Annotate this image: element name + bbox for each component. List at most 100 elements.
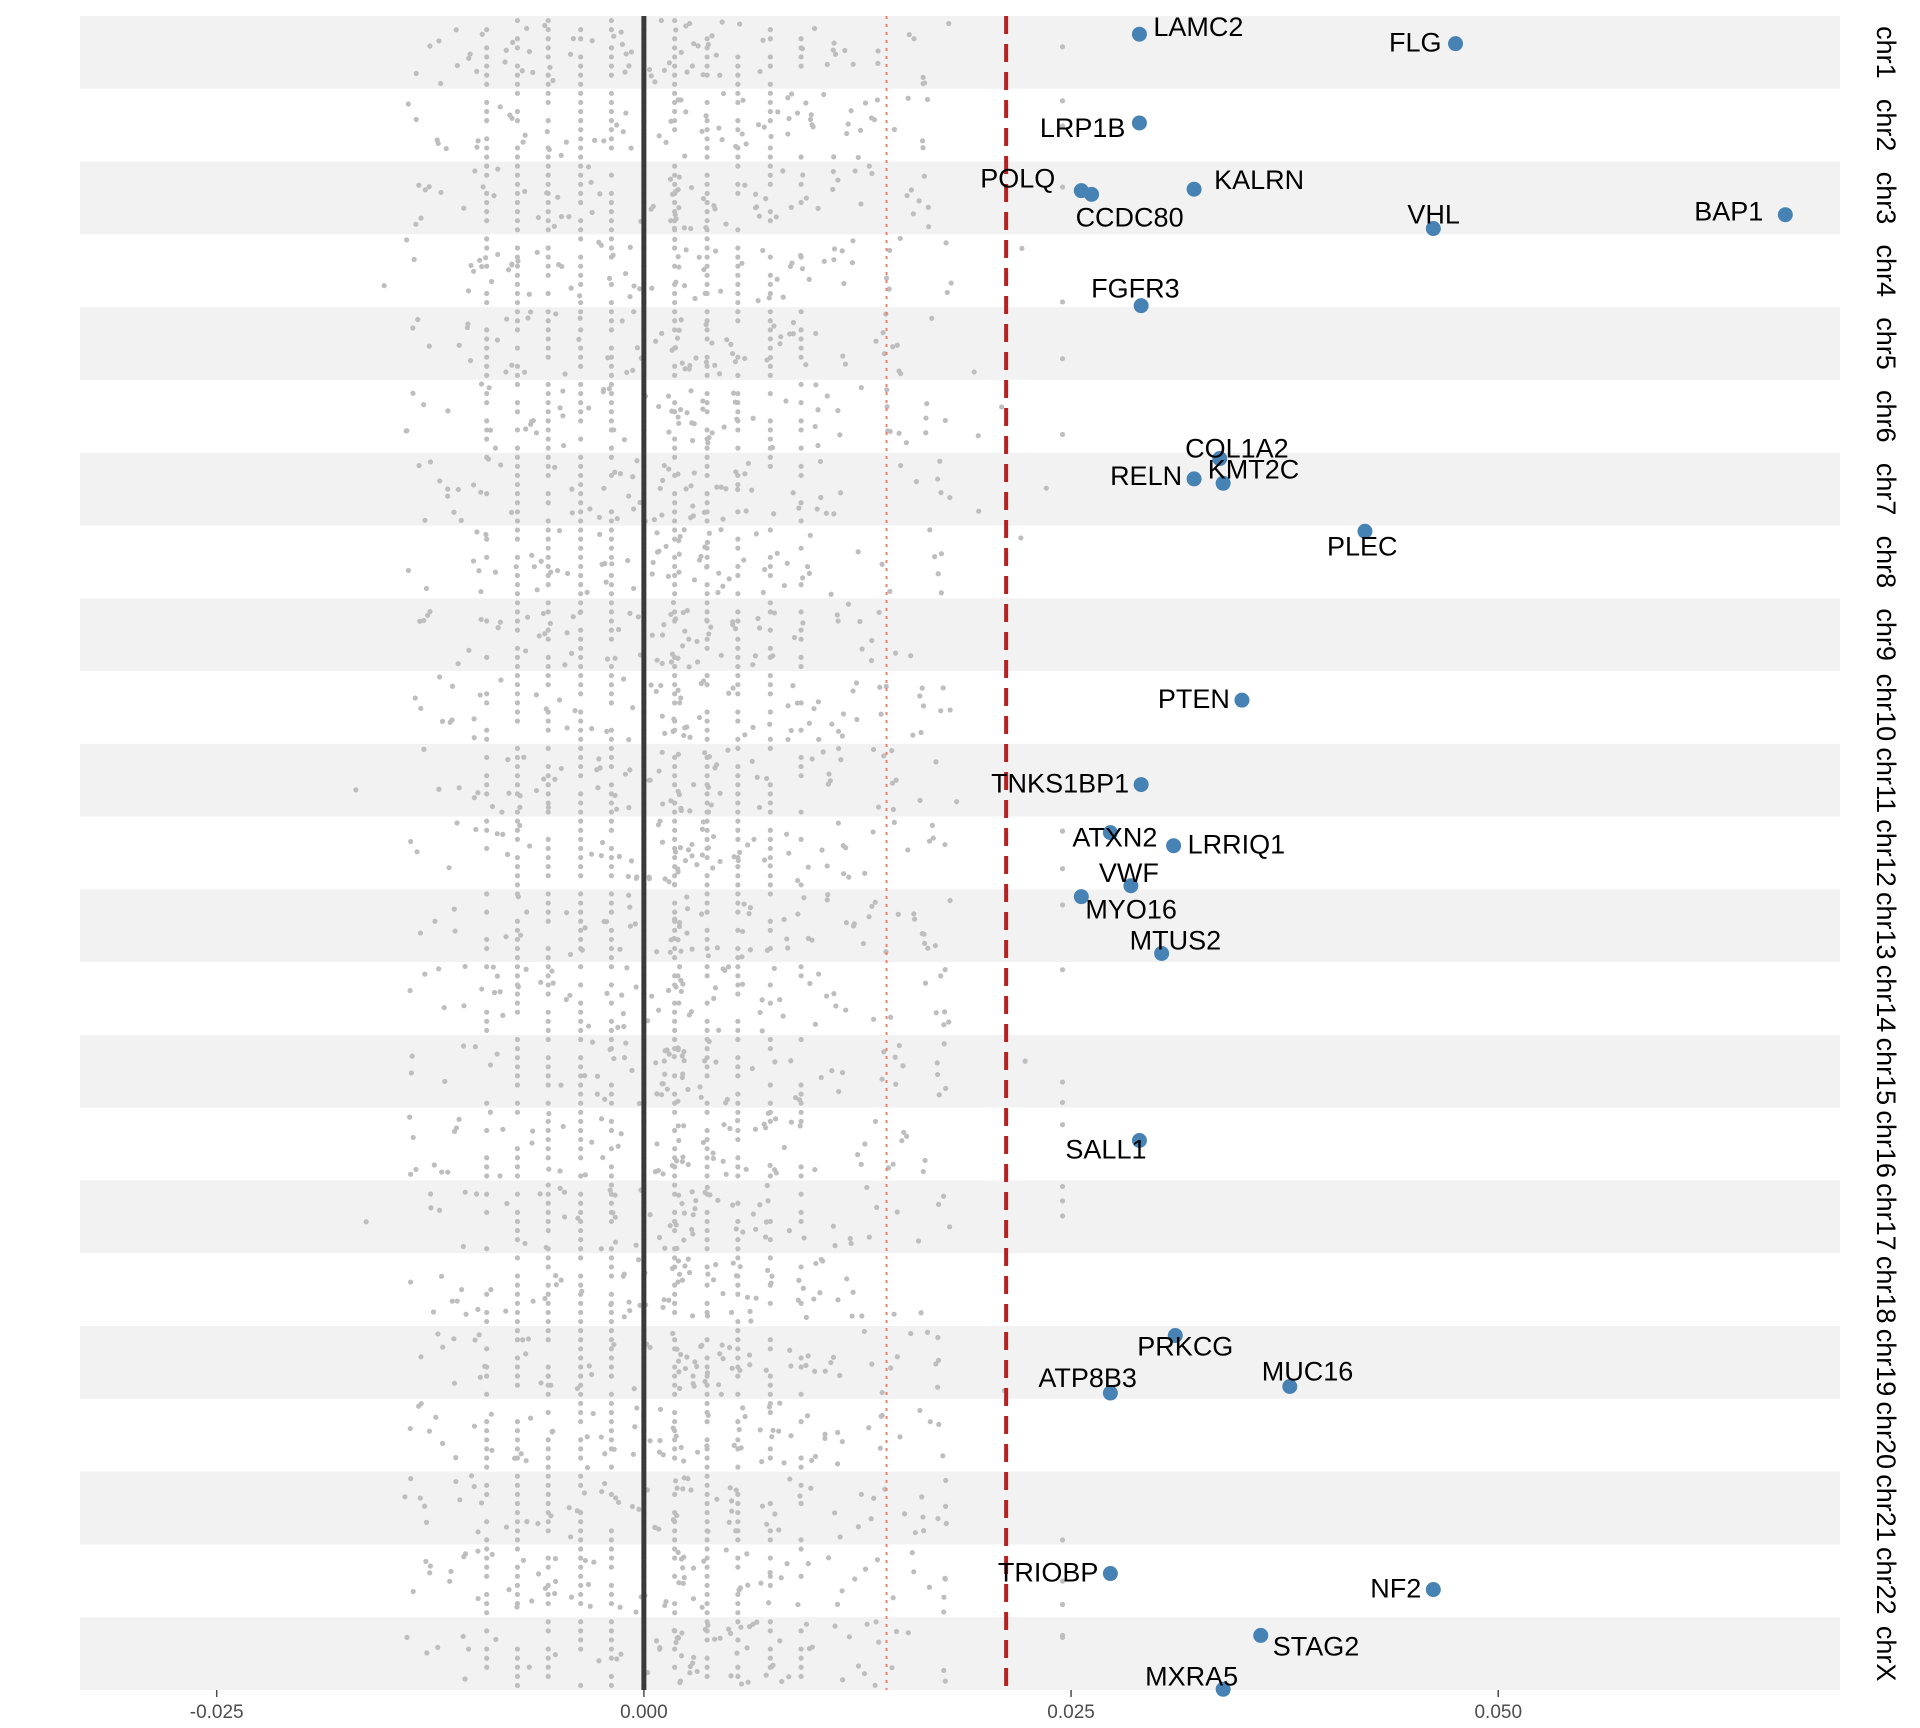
background-point bbox=[735, 982, 741, 988]
background-point bbox=[578, 827, 584, 833]
band-chrX bbox=[80, 1617, 1840, 1690]
background-point bbox=[497, 104, 503, 110]
background-point bbox=[910, 211, 916, 217]
background-point bbox=[721, 424, 727, 430]
chromosome-label-chr21: chr21 bbox=[1871, 1474, 1901, 1542]
background-point bbox=[608, 90, 615, 96]
background-point bbox=[920, 1514, 926, 1520]
background-point bbox=[704, 1664, 710, 1670]
background-point bbox=[680, 981, 686, 987]
background-point bbox=[704, 1655, 710, 1661]
background-point bbox=[514, 363, 521, 369]
background-point bbox=[586, 1363, 592, 1369]
background-point bbox=[673, 1222, 679, 1228]
background-point bbox=[666, 429, 672, 435]
background-point bbox=[504, 316, 510, 322]
background-point bbox=[478, 588, 484, 595]
background-point bbox=[426, 343, 432, 349]
background-point bbox=[672, 17, 678, 24]
background-point bbox=[545, 1328, 551, 1334]
background-point bbox=[497, 989, 503, 995]
background-point bbox=[767, 836, 773, 842]
background-point bbox=[735, 654, 741, 660]
background-point bbox=[627, 904, 633, 910]
background-point bbox=[515, 258, 521, 264]
background-point bbox=[650, 203, 656, 209]
background-point bbox=[699, 826, 706, 832]
background-point bbox=[545, 1027, 551, 1034]
background-point bbox=[545, 81, 551, 87]
background-point bbox=[484, 172, 490, 178]
background-point bbox=[758, 1580, 764, 1586]
background-point bbox=[735, 1337, 741, 1343]
background-point bbox=[672, 1300, 678, 1306]
background-point bbox=[545, 154, 551, 160]
background-point bbox=[714, 762, 720, 768]
background-point bbox=[874, 97, 881, 103]
background-point bbox=[704, 1027, 710, 1034]
background-point bbox=[512, 1455, 518, 1461]
background-point bbox=[625, 557, 631, 564]
background-point bbox=[514, 1046, 521, 1052]
background-point bbox=[704, 1509, 710, 1516]
background-point bbox=[564, 630, 570, 636]
background-point bbox=[665, 393, 672, 399]
background-point bbox=[1059, 1198, 1066, 1204]
background-point bbox=[822, 1368, 828, 1374]
background-point bbox=[608, 1127, 615, 1134]
background-point bbox=[514, 682, 521, 688]
background-point bbox=[484, 736, 490, 742]
background-point bbox=[514, 882, 521, 888]
background-point bbox=[624, 369, 630, 376]
background-point bbox=[458, 517, 464, 524]
background-point bbox=[767, 418, 773, 424]
background-point bbox=[677, 1679, 683, 1686]
background-point bbox=[704, 1537, 710, 1543]
background-point bbox=[704, 1100, 710, 1106]
background-point bbox=[767, 1655, 773, 1661]
background-point bbox=[801, 895, 807, 901]
background-point bbox=[563, 996, 569, 1003]
background-point bbox=[672, 327, 678, 333]
background-point bbox=[1059, 123, 1066, 129]
background-point bbox=[545, 800, 551, 806]
background-point bbox=[725, 1626, 732, 1632]
background-point bbox=[672, 1382, 678, 1388]
background-point bbox=[803, 1621, 810, 1627]
background-point bbox=[821, 258, 827, 264]
background-point bbox=[735, 1018, 741, 1024]
background-point bbox=[427, 459, 434, 465]
background-point bbox=[484, 145, 490, 151]
background-point bbox=[767, 1118, 773, 1124]
background-point bbox=[933, 1361, 939, 1367]
background-point bbox=[484, 427, 490, 433]
background-point bbox=[484, 199, 490, 206]
background-point bbox=[796, 1097, 803, 1103]
background-point bbox=[608, 472, 615, 479]
background-point bbox=[646, 777, 652, 783]
background-point bbox=[691, 470, 697, 476]
background-point bbox=[667, 1223, 673, 1229]
background-point bbox=[735, 1100, 741, 1106]
background-point bbox=[476, 568, 482, 574]
background-point bbox=[514, 964, 521, 970]
background-point bbox=[514, 1682, 521, 1689]
band-chr5 bbox=[80, 307, 1840, 380]
background-point bbox=[706, 530, 712, 536]
background-point bbox=[767, 809, 773, 815]
background-point bbox=[700, 72, 706, 78]
background-point bbox=[854, 716, 860, 723]
background-point bbox=[735, 481, 741, 488]
background-point bbox=[847, 1235, 853, 1242]
background-point bbox=[735, 372, 741, 378]
background-point bbox=[842, 47, 848, 54]
background-point bbox=[896, 1042, 902, 1049]
background-point bbox=[704, 727, 710, 733]
background-point bbox=[435, 1644, 441, 1650]
background-point bbox=[608, 1591, 615, 1598]
background-point bbox=[767, 736, 773, 742]
background-point bbox=[363, 1219, 369, 1225]
background-point bbox=[455, 661, 461, 667]
background-point bbox=[672, 554, 678, 560]
background-point bbox=[788, 1363, 794, 1369]
